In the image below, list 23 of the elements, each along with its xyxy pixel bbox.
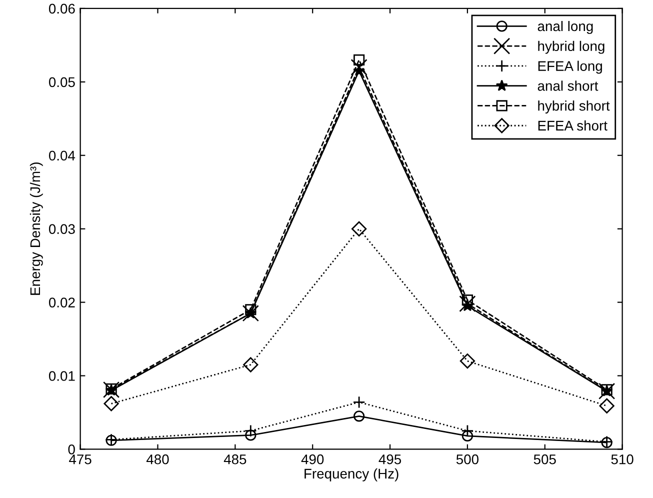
legend-label: anal long	[538, 20, 593, 34]
legend-label: EFEA short	[538, 120, 608, 131]
y-tick-label: 0.03	[48, 224, 75, 234]
legend-label: EFEA long	[538, 60, 602, 74]
x-tick-label: 500	[456, 454, 478, 464]
legend-label: hybrid short	[538, 100, 610, 114]
x-axis-title: Frequency (Hz)	[304, 468, 398, 482]
legend-label: hybrid long	[538, 40, 604, 54]
x-tick-label: 475	[69, 454, 92, 464]
x-tick-label: 480	[146, 454, 169, 464]
y-tick-label: 0.01	[48, 371, 75, 381]
y-tick-label: 0.04	[48, 150, 76, 161]
y-tick-label: 0	[68, 444, 75, 454]
y-tick-label: 0.02	[48, 298, 75, 308]
y-tick-label: 0.06	[48, 4, 75, 14]
x-tick-label: 495	[378, 454, 402, 464]
x-tick-label: 505	[534, 454, 556, 464]
x-tick-label: 485	[224, 454, 246, 464]
y-axis-title: Energy Density (J/m³)	[30, 162, 43, 295]
y-tick-label: 0.05	[48, 77, 75, 88]
x-tick-label: 510	[611, 454, 634, 464]
legend-label: anal short	[538, 80, 598, 91]
x-tick-label: 490	[301, 454, 324, 464]
